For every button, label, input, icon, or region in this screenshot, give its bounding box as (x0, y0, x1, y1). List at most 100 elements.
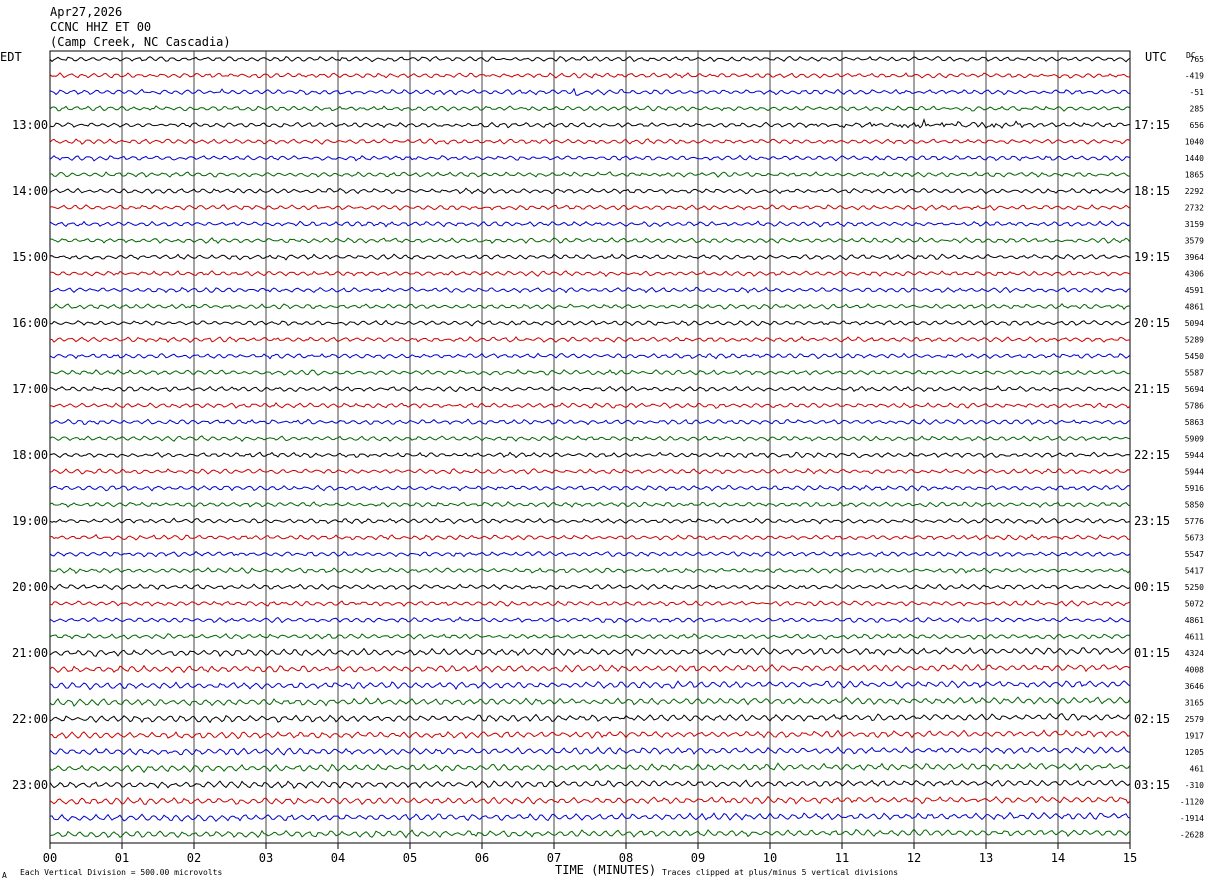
trace-line (49, 418, 1131, 426)
left-hour-label: 23:00 (12, 778, 48, 792)
trace-line (49, 680, 1131, 691)
scale-note: Each Vertical Division = 500.00 microvol… (20, 868, 222, 877)
clip-note: Traces clipped at plus/minus 5 vertical … (662, 868, 898, 877)
trace-line (49, 663, 1131, 674)
x-axis-ticks: 00 01 02 03 04 05 06 07 08 09 10 11 12 13 14 15 (43, 843, 1137, 865)
right-hour-label: 20:15 (1134, 316, 1170, 330)
dc-offset-label: 2292 (1185, 187, 1204, 196)
x-tick-label: 03 (259, 851, 273, 865)
right-hour-label: 00:15 (1134, 580, 1170, 594)
trace-line (49, 828, 1131, 839)
trace-line (49, 550, 1131, 558)
dc-offset-label: -2628 (1180, 831, 1204, 840)
x-tick-label: 00 (43, 851, 57, 865)
left-hour-label: 18:00 (12, 448, 48, 462)
dc-offset-label: 1917 (1185, 732, 1204, 741)
trace-line (49, 220, 1131, 228)
left-hour-label: 17:00 (12, 382, 48, 396)
trace-line (49, 87, 1131, 96)
dc-offset-label: 3159 (1185, 220, 1204, 229)
dc-offset-label: 4861 (1185, 616, 1204, 625)
dc-offset-label: 4611 (1185, 633, 1204, 642)
trace-line (49, 811, 1131, 823)
trace-line (49, 270, 1131, 278)
left-hour-label: 21:00 (12, 646, 48, 660)
x-tick-label: 13 (979, 851, 993, 865)
corner-mark: A (2, 871, 7, 880)
trace-line (49, 286, 1131, 294)
left-hour-label: 13:00 (12, 118, 48, 132)
dc-offset-label: 5072 (1185, 600, 1204, 609)
trace-line (49, 336, 1131, 343)
trace-line (49, 795, 1131, 805)
dc-offset-label: 5786 (1185, 402, 1204, 411)
trace-line (50, 319, 1131, 327)
dc-offset-label: 3165 (1185, 699, 1204, 708)
right-hour-label: 21:15 (1134, 382, 1170, 396)
dc-offset-labels: 765 -419 -51 285 656 1040 1440 1865 2292 2732 3159… (1180, 55, 1204, 840)
dc-offset-label: 5694 (1185, 385, 1204, 394)
dc-offset-label: 765 (1190, 55, 1205, 64)
dc-offset-label: 2732 (1185, 204, 1204, 213)
dc-offset-label: 461 (1190, 765, 1205, 774)
x-tick-label: 11 (835, 851, 849, 865)
right-hour-label: 18:15 (1134, 184, 1170, 198)
dc-offset-label: 4306 (1185, 270, 1204, 279)
left-timezone-label: EDT (0, 50, 22, 64)
trace-line (49, 633, 1131, 640)
left-hour-label: 16:00 (12, 316, 48, 330)
trace-line (49, 729, 1131, 740)
x-tick-label: 14 (1051, 851, 1065, 865)
dc-offset-label: 5094 (1185, 319, 1204, 328)
trace-line (49, 567, 1131, 575)
right-hour-label: 02:15 (1134, 712, 1170, 726)
x-tick-label: 06 (475, 851, 489, 865)
dc-offset-label: -1120 (1180, 798, 1204, 807)
trace-line (49, 779, 1131, 789)
left-hour-labels: 13:00 14:00 15:00 16:00 17:00 18:00 19:00 20:00… (12, 118, 48, 792)
seismic-traces (49, 55, 1131, 839)
trace-line (49, 154, 1131, 162)
trace-line (49, 517, 1131, 525)
right-hour-label: 19:15 (1134, 250, 1170, 264)
left-hour-label: 22:00 (12, 712, 48, 726)
trace-line (49, 187, 1131, 195)
trace-line (49, 72, 1131, 79)
trace-line (49, 402, 1131, 409)
dc-offset-label: 3964 (1185, 253, 1204, 262)
dc-offset-label: 5250 (1185, 583, 1204, 592)
trace-line (49, 712, 1131, 724)
dc-offset-label: 5673 (1185, 534, 1204, 543)
trace-line (49, 117, 1131, 129)
dc-offset-label: 5909 (1185, 435, 1204, 444)
dc-offset-label: -419 (1185, 72, 1204, 81)
right-hour-labels: 17:15 18:15 19:15 20:15 21:15 22:15 23:15 00:15… (1134, 118, 1170, 792)
dc-offset-label: 5776 (1185, 517, 1204, 526)
right-timezone-label: UTC (1145, 50, 1167, 64)
trace-line (49, 533, 1131, 541)
x-tick-label: 07 (547, 851, 561, 865)
dc-offset-header: DC (1186, 51, 1196, 60)
dc-offset-label: 3579 (1185, 237, 1204, 246)
station-location: (Camp Creek, NC Cascadia) (50, 35, 231, 49)
dc-offset-label: 5587 (1185, 369, 1204, 378)
trace-line (49, 171, 1131, 178)
left-hour-label: 19:00 (12, 514, 48, 528)
x-tick-label: 01 (115, 851, 129, 865)
trace-line (49, 451, 1131, 459)
dc-offset-label: 5944 (1185, 468, 1204, 477)
trace-line (49, 583, 1131, 591)
right-hour-label: 22:15 (1134, 448, 1170, 462)
trace-line (49, 599, 1131, 607)
trace-line (49, 105, 1131, 112)
right-hour-label: 23:15 (1134, 514, 1170, 528)
dc-offset-label: 5916 (1185, 484, 1204, 493)
dc-offset-label: 1040 (1185, 138, 1204, 147)
trace-line (49, 237, 1131, 244)
dc-offset-label: -1914 (1180, 814, 1204, 823)
plot-frame (49, 50, 1131, 844)
trace-line (49, 55, 1131, 63)
trace-line (49, 467, 1131, 475)
dc-offset-label: 5450 (1185, 352, 1204, 361)
dc-offset-label: 5289 (1185, 336, 1204, 345)
